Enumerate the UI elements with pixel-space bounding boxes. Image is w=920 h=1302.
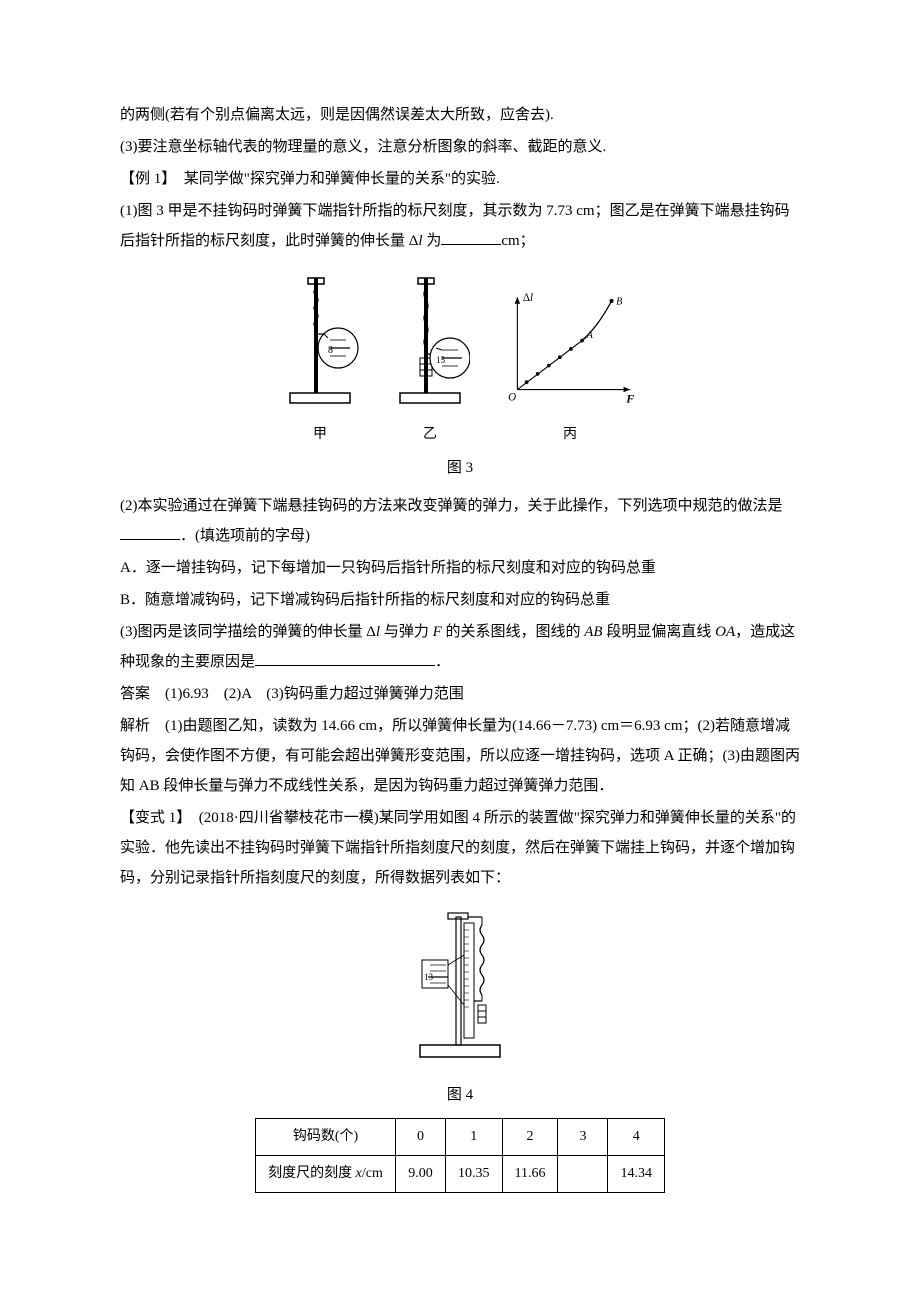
cell-2: 11.66 bbox=[502, 1156, 558, 1193]
chart-bing: O F Δl A B 丙 bbox=[500, 288, 640, 449]
q2-text: (2)本实验通过在弹簧下端悬挂钩码的方法来改变弹簧的弹力，关于此操作，下列选项中… bbox=[120, 498, 783, 514]
answer-text: (1)6.93 (2)A (3)钩码重力超过弹簧弹力范围 bbox=[165, 686, 464, 702]
sub-yi: 乙 bbox=[390, 421, 470, 449]
marker-13: 13 bbox=[424, 972, 434, 982]
explain-label: 解析 bbox=[120, 717, 150, 734]
fig4-caption: 图 4 bbox=[120, 1080, 800, 1110]
table-data-row: 刻度尺的刻度 x/cm 9.00 10.35 11.66 14.34 bbox=[256, 1156, 665, 1193]
variant-tag: 【变式 1】 bbox=[120, 810, 184, 826]
cell-0: 9.00 bbox=[396, 1156, 446, 1193]
blank-q1 bbox=[441, 230, 501, 245]
data-table: 钩码数(个) 0 1 2 3 4 刻度尺的刻度 x/cm 9.00 10.35 … bbox=[255, 1118, 665, 1193]
variant1-title: 【变式 1】 (2018·四川省攀枝花市一模)某同学用如图 4 所示的装置做"探… bbox=[120, 803, 800, 893]
th-4: 4 bbox=[608, 1119, 665, 1156]
th-0: 0 bbox=[396, 1119, 446, 1156]
row-label: 刻度尺的刻度 x/cm bbox=[256, 1156, 396, 1193]
cell-4: 14.34 bbox=[608, 1156, 665, 1193]
cell-1: 10.35 bbox=[446, 1156, 503, 1193]
answer-label: 答案 bbox=[120, 685, 150, 702]
marker-15: 15 bbox=[436, 355, 446, 365]
option-a: A．逐一增挂钩码，记下每增加一只钩码后指针所指的标尺刻度和对应的钩码总重 bbox=[120, 553, 800, 583]
q2-tail: ．(填选项前的字母) bbox=[180, 528, 310, 544]
q3-c: 与弹力 bbox=[380, 624, 433, 640]
q3-f: AB bbox=[584, 624, 602, 640]
explain-block: 解析 (1)由题图乙知，读数为 14.66 cm，所以弹簧伸长量为(14.66－… bbox=[120, 711, 800, 801]
q3-h: OA bbox=[715, 624, 735, 640]
blank-q2 bbox=[120, 525, 180, 540]
example1-title: 【例 1】 某同学做"探究弹力和弹簧伸长量的关系"的实验. bbox=[120, 164, 800, 194]
q3-g: 段明显偏离直线 bbox=[603, 624, 716, 640]
th-1: 1 bbox=[446, 1119, 503, 1156]
marker-8: 8 bbox=[328, 345, 333, 356]
q3-e: 的关系图线，图线的 bbox=[442, 624, 585, 640]
q3-d: F bbox=[433, 624, 442, 640]
fig3-caption: 图 3 bbox=[120, 453, 800, 483]
origin-label: O bbox=[508, 392, 516, 404]
option-b: B．随意增减钩码，记下增减钩码后指针所指的标尺刻度和对应的钩码总重 bbox=[120, 585, 800, 615]
th-label: 钩码数(个) bbox=[256, 1119, 396, 1156]
x-label: F bbox=[625, 391, 634, 405]
blank-q3 bbox=[255, 651, 435, 666]
figure-3: 8 甲 15 bbox=[120, 268, 800, 483]
example-text: 某同学做"探究弹力和弹簧伸长量的关系"的实验. bbox=[184, 171, 500, 187]
variant-text: (2018·四川省攀枝花市一模)某同学用如图 4 所示的装置做"探究弹力和弹簧伸… bbox=[120, 810, 796, 886]
answer-line: 答案 (1)6.93 (2)A (3)钩码重力超过弹簧弹力范围 bbox=[120, 679, 800, 709]
device-jia: 8 甲 bbox=[280, 268, 360, 449]
point-b: B bbox=[616, 297, 622, 308]
q3-a: (3)图丙是该同学描绘的弹簧的伸长量 Δ bbox=[120, 624, 376, 640]
figure-4: 13 图 4 bbox=[120, 905, 800, 1110]
example1-q2: (2)本实验通过在弹簧下端悬挂钩码的方法来改变弹簧的弹力，关于此操作，下列选项中… bbox=[120, 491, 800, 551]
device-jia-svg: 8 bbox=[280, 268, 360, 408]
th-3: 3 bbox=[558, 1119, 608, 1156]
sub-bing: 丙 bbox=[500, 421, 640, 449]
device4-svg: 13 bbox=[400, 905, 520, 1065]
cell-3 bbox=[558, 1156, 608, 1193]
y-label: Δl bbox=[523, 292, 533, 304]
q1-text-d: cm； bbox=[501, 233, 534, 249]
figure-3-row: 8 甲 15 bbox=[120, 268, 800, 449]
intro-p2: (3)要注意坐标轴代表的物理量的意义，注意分析图象的斜率、截距的意义. bbox=[120, 132, 800, 162]
q1-text-c: 为 bbox=[423, 233, 442, 249]
q3-j: ． bbox=[435, 654, 450, 670]
chart-bing-svg: O F Δl A B bbox=[500, 288, 640, 408]
intro-p1: 的两侧(若有个别点偏离太远，则是因偶然误差太大所致，应舍去). bbox=[120, 100, 800, 130]
device-yi-svg: 15 bbox=[390, 268, 470, 408]
table-header-row: 钩码数(个) 0 1 2 3 4 bbox=[256, 1119, 665, 1156]
example1-q1: (1)图 3 甲是不挂钩码时弹簧下端指针所指的标尺刻度，其示数为 7.73 cm… bbox=[120, 196, 800, 256]
th-2: 2 bbox=[502, 1119, 558, 1156]
example-tag: 【例 1】 bbox=[120, 171, 169, 187]
example1-q3: (3)图丙是该同学描绘的弹簧的伸长量 Δl 与弹力 F 的关系图线，图线的 AB… bbox=[120, 617, 800, 677]
explain-text: (1)由题图乙知，读数为 14.66 cm，所以弹簧伸长量为(14.66－7.7… bbox=[120, 718, 800, 794]
sub-jia: 甲 bbox=[280, 421, 360, 449]
device-yi: 15 乙 bbox=[390, 268, 470, 449]
